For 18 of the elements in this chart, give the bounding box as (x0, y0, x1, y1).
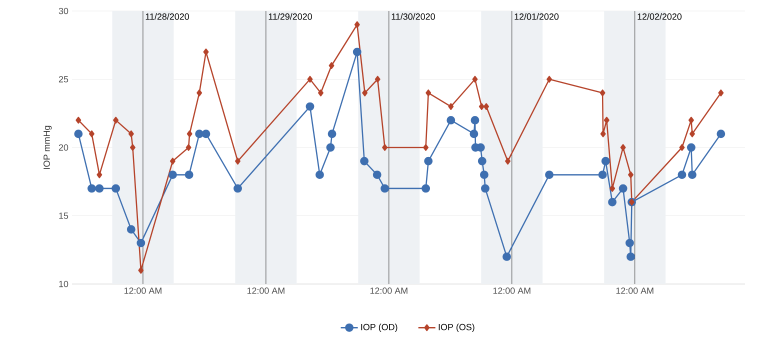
ref-line-label: 11/29/2020 (268, 13, 312, 20)
legend-label: IOP (OS) (438, 324, 474, 332)
x-tick-label: 12:00 AM (370, 288, 408, 294)
legend-label: IOP (OD) (361, 324, 398, 332)
x-tick-label: 12:00 AM (124, 288, 162, 294)
x-tick-label: 12:00 AM (247, 288, 284, 294)
y-tick-label: 25 (58, 76, 68, 82)
y-axis-title: IOP mmHg (44, 126, 52, 169)
ref-line-label: 12/02/2020 (638, 13, 682, 20)
y-tick-label: 15 (59, 212, 68, 219)
ref-line-label: 11/28/2020 (146, 13, 190, 20)
y-tick-label: 20 (58, 144, 68, 151)
y-tick-label: 30 (58, 8, 68, 14)
y-tick-label: 10 (59, 280, 68, 288)
ref-line-label: 12/01/2020 (514, 13, 559, 20)
ref-line-label: 11/30/2020 (392, 13, 435, 20)
x-tick-label: 12:00 AM (616, 288, 654, 294)
x-tick-label: 12:00 AM (493, 288, 530, 294)
